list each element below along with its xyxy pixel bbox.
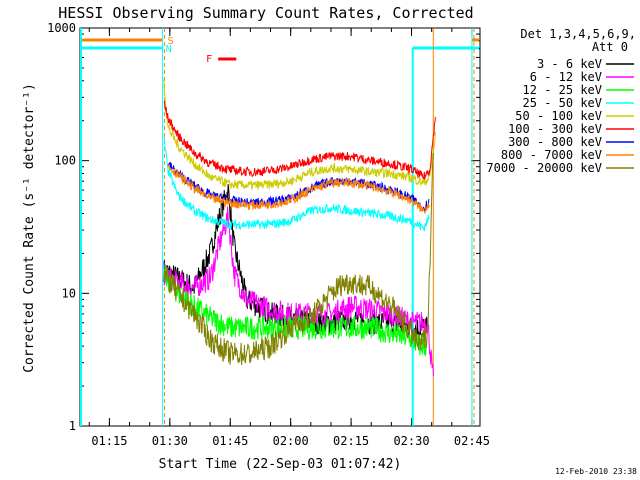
y-axis-label: Corrected Count Rate (s⁻¹ detector⁻¹) <box>22 83 37 373</box>
marker-label-n: N <box>166 44 172 55</box>
x-tick-label: 02:30 <box>393 434 429 448</box>
x-axis-label: Start Time (22-Sep-03 01:07:42) <box>159 457 402 472</box>
x-tick-label: 02:15 <box>333 434 369 448</box>
series-line-4 <box>163 78 436 191</box>
y-tick-label: 10 <box>62 286 76 300</box>
legend-label: 300 - 800 keV <box>508 135 602 149</box>
series-line-6 <box>167 161 430 213</box>
legend-subtitle: Att 0 <box>592 40 628 54</box>
y-tick-label: 1 <box>69 419 76 433</box>
x-tick-label: 01:30 <box>152 434 188 448</box>
footer-timestamp: 12-Feb-2010 23:38 <box>555 467 637 476</box>
legend-label: 800 - 7000 keV <box>501 148 602 162</box>
series-line-5 <box>163 100 436 180</box>
plot-area: 1 10 100 1000 01:15 01:30 01:45 02:00 02:15 02:30… <box>47 21 490 448</box>
legend-title: Det 1,3,4,5,6,9, <box>520 27 636 41</box>
y-tick-label: 1000 <box>47 21 76 35</box>
marker-label-f: F <box>206 54 212 65</box>
x-tick-label: 02:45 <box>454 434 490 448</box>
series-line-1 <box>163 206 434 377</box>
legend-label: 25 - 50 keV <box>523 96 602 110</box>
x-tick-label: 01:45 <box>212 434 248 448</box>
legend-label: 12 - 25 keV <box>523 83 602 97</box>
legend-label: 3 - 6 keV <box>537 57 602 71</box>
x-tick-label: 02:00 <box>273 434 309 448</box>
marker-label-s: S <box>168 36 174 47</box>
legend-label: 100 - 300 keV <box>508 122 602 136</box>
y-tick-label: 100 <box>54 154 76 168</box>
x-tick-label: 01:15 <box>91 434 127 448</box>
series-line-3 <box>163 136 430 232</box>
legend-label: 6 - 12 keV <box>530 70 602 84</box>
legend-label: 50 - 100 keV <box>515 109 602 123</box>
series-line-7 <box>167 164 430 215</box>
series-line-8 <box>163 152 434 366</box>
legend-label: 7000 - 20000 keV <box>486 161 602 175</box>
chart-title: HESSI Observing Summary Count Rates, Cor… <box>58 4 473 22</box>
